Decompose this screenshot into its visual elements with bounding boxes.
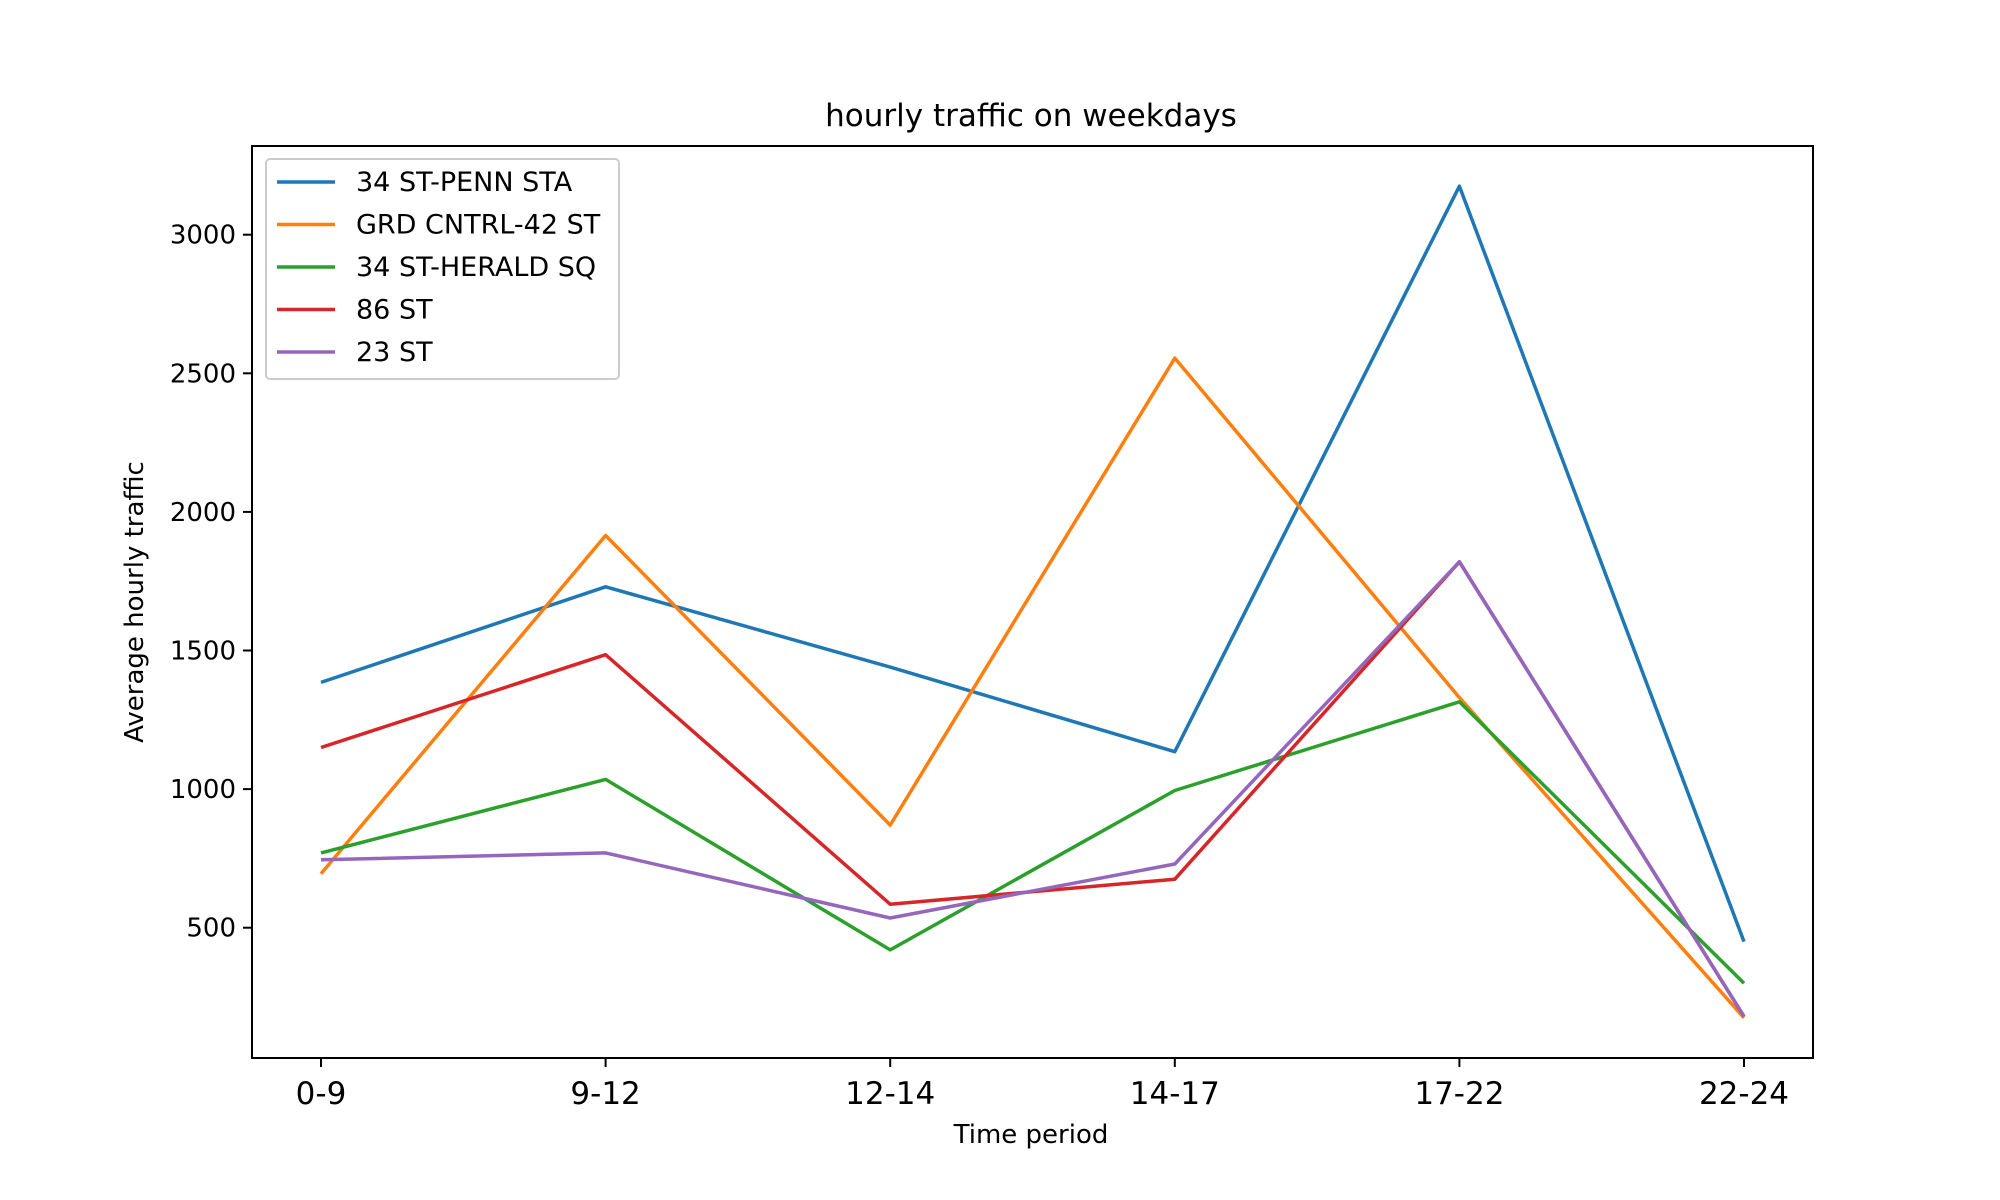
x-tick-label: 17-22 xyxy=(1414,1076,1504,1112)
x-tick-label: 12-14 xyxy=(845,1076,935,1112)
x-tick-label: 9-12 xyxy=(570,1076,640,1112)
legend-box xyxy=(265,158,620,380)
x-axis: 0-9 9-12 12-14 14-17 17-22 22-24 xyxy=(296,1058,1789,1112)
y-tick-label: 1500 xyxy=(170,637,236,667)
y-tick-label: 2000 xyxy=(170,498,236,528)
legend-label-3: 34 ST-HERALD SQ xyxy=(356,252,596,283)
x-tick-label: 0-9 xyxy=(296,1076,347,1112)
series-layer xyxy=(319,184,1746,1019)
x-axis-label: Time period xyxy=(953,1120,1109,1150)
legend-label-1: 34 ST-PENN STA xyxy=(356,167,573,198)
plot-frame xyxy=(251,145,1814,1059)
y-tick-label: 3000 xyxy=(170,221,236,251)
series-line-3 xyxy=(320,700,1746,985)
legend-label-5: 23 ST xyxy=(356,337,433,368)
y-axis-label: Average hourly traffic xyxy=(120,461,150,743)
chart-title: hourly traffic on weekdays xyxy=(825,98,1237,134)
y-tick-label: 2500 xyxy=(170,359,236,389)
y-tick-label: 1000 xyxy=(170,775,236,805)
legend-label-2: GRD CNTRL-42 ST xyxy=(356,210,601,241)
series-line-1 xyxy=(320,184,1746,943)
y-tick-label: 500 xyxy=(186,914,236,944)
series-line-5 xyxy=(320,560,1746,1018)
x-tick-label: 22-24 xyxy=(1699,1076,1789,1112)
x-tick-label: 14-17 xyxy=(1130,1076,1220,1112)
y-axis: 500 1000 1500 2000 2500 3000 xyxy=(170,221,252,944)
legend-label-4: 86 ST xyxy=(356,295,433,326)
legend: 34 ST-PENN STA GRD CNTRL-42 ST 34 ST-HERAL… xyxy=(265,158,620,380)
